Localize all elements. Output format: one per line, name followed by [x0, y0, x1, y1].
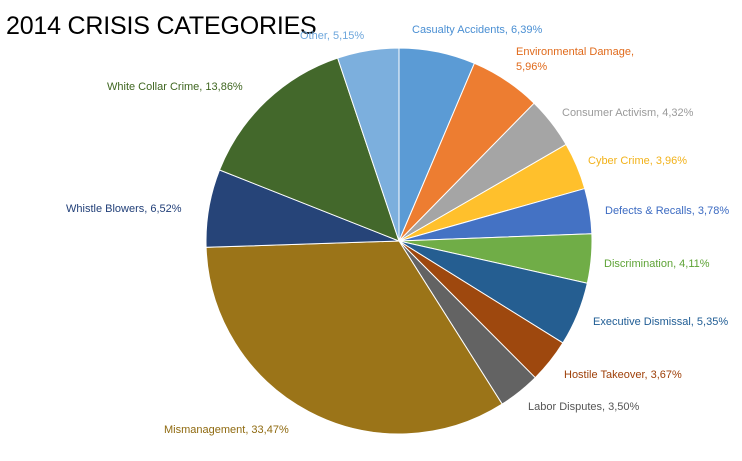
slice-label: Labor Disputes, 3,50% — [528, 401, 640, 413]
slice-label: Casualty Accidents, 6,39% — [412, 24, 542, 36]
pie-slice — [205, 240, 503, 435]
slice-label: Defects & Recalls, 3,78% — [605, 205, 729, 217]
slice-label: White Collar Crime, 13,86% — [107, 81, 243, 93]
slice-label: Executive Dismissal, 5,35% — [593, 316, 728, 328]
slice-label: Environmental Damage, 5,96% — [516, 46, 634, 73]
pie-slice — [337, 47, 400, 242]
slice-label: Consumer Activism, 4,32% — [562, 107, 694, 119]
slice-label: Whistle Blowers, 6,52% — [66, 203, 182, 215]
slice-label: Discrimination, 4,11% — [604, 258, 710, 270]
chart-title: 2014 CRISIS CATEGORIES — [6, 12, 317, 40]
pie-slice — [218, 57, 400, 242]
slice-label: Cyber Crime, 3,96% — [588, 155, 687, 167]
slice-label: Hostile Takeover, 3,67% — [564, 369, 682, 381]
slice-label: Mismanagement, 33,47% — [164, 424, 289, 436]
slice-label: Other, 5,15% — [300, 30, 364, 42]
